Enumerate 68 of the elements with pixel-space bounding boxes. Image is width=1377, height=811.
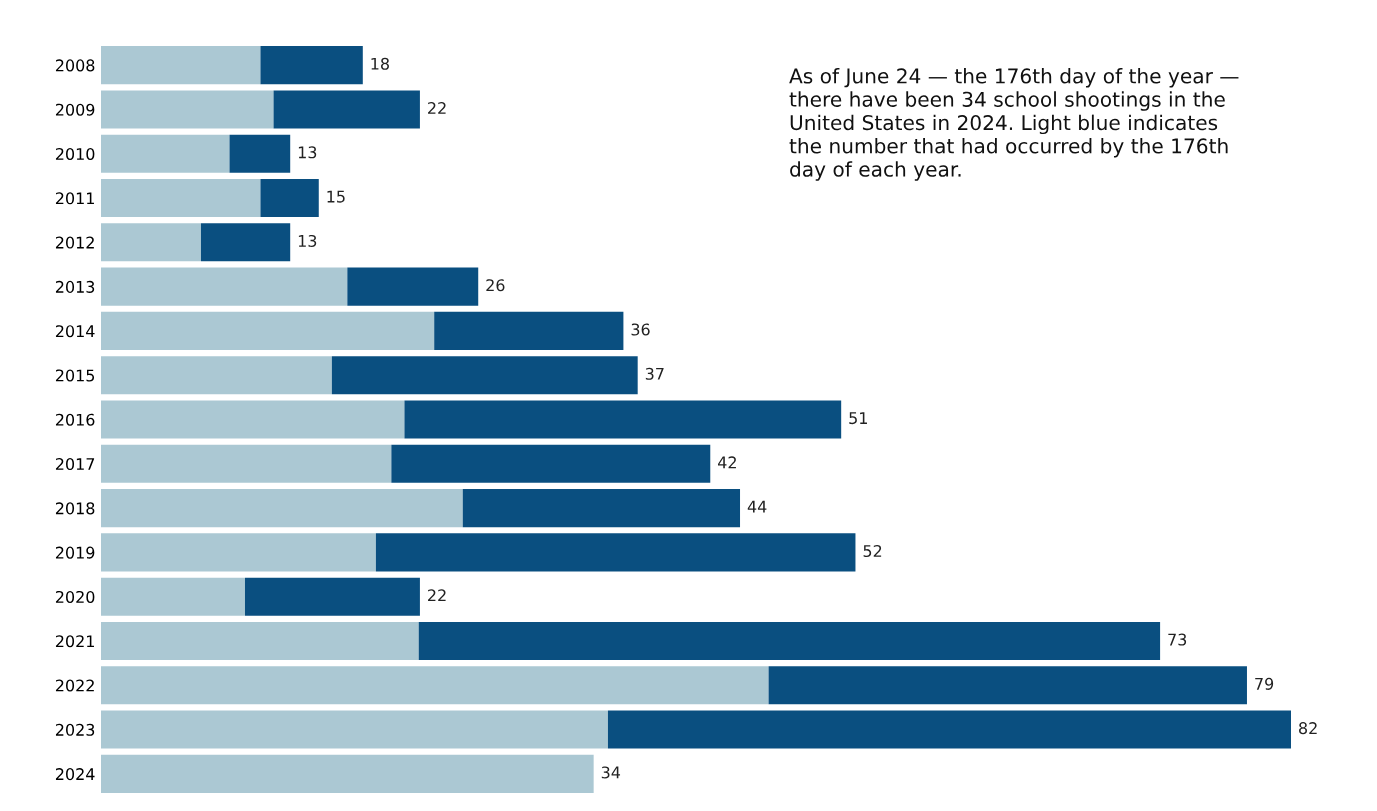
- y-tick-label: 2009: [55, 103, 95, 116]
- bar: [418, 621, 1161, 661]
- y-tick-label: 2021: [55, 635, 94, 648]
- bar: [101, 311, 435, 350]
- bar: [101, 90, 274, 129]
- y-tick-label: 2023: [55, 723, 95, 736]
- bar: [101, 178, 261, 218]
- bar: [229, 134, 291, 173]
- annotation: 22: [428, 101, 446, 114]
- annotation: 22: [428, 589, 446, 602]
- bar: [607, 710, 1291, 749]
- annotation: 52: [863, 544, 882, 558]
- bar: [101, 710, 608, 749]
- bar: [101, 666, 769, 705]
- y-tick-label: 2018: [55, 502, 95, 515]
- bar: [101, 267, 348, 306]
- bar: [101, 400, 405, 439]
- y-tick-label: 2015: [55, 369, 95, 382]
- bar: [101, 46, 261, 85]
- bar: [391, 444, 711, 483]
- y-tick-label: 2020: [55, 590, 95, 603]
- bar: [462, 489, 741, 528]
- bar: [331, 356, 638, 395]
- annotation: 44: [747, 500, 767, 513]
- bar: [347, 267, 479, 306]
- annotation: 37: [645, 367, 664, 380]
- annotation: 51: [849, 412, 867, 425]
- y-tick-label: 2011: [55, 192, 94, 205]
- y-tick-label: 2024: [55, 768, 95, 781]
- annotation: 13: [298, 146, 317, 159]
- bar: [260, 46, 363, 85]
- bar: [404, 400, 842, 439]
- bar: [768, 666, 1247, 705]
- bar: [101, 754, 594, 793]
- annotation: 36: [631, 323, 650, 336]
- bar: [101, 444, 392, 483]
- bar: [200, 223, 291, 262]
- y-tick-label: 2014: [55, 325, 95, 338]
- bar: [101, 356, 332, 395]
- y-tick-label: 2013: [55, 280, 95, 293]
- y-tick-label: 2022: [55, 679, 94, 692]
- bar: [375, 533, 856, 572]
- y-tick-label: 2017: [55, 458, 95, 471]
- annotation: 42: [718, 456, 736, 469]
- bar: [434, 311, 624, 350]
- y-tick-label: 2016: [55, 413, 95, 426]
- bar: [101, 621, 419, 661]
- bar: [101, 134, 230, 173]
- y-tick-label: 2012: [55, 236, 94, 249]
- annotation: 15: [327, 190, 345, 203]
- bar: [244, 577, 420, 616]
- bar: [101, 223, 201, 262]
- y-tick-label: 2019: [55, 546, 95, 559]
- y-tick-label: 2008: [55, 59, 95, 72]
- bar: [101, 577, 245, 616]
- y-tick-label: 2010: [55, 147, 95, 161]
- annotation: 79: [1255, 677, 1274, 690]
- annotation: 73: [1168, 633, 1187, 646]
- annotation: 34: [601, 766, 621, 779]
- bar: [101, 533, 376, 572]
- annotation: 18: [371, 57, 389, 70]
- bar: [101, 489, 463, 528]
- annotation: As of June 24 — the 176th day of the year — there have been 34 school shootings in the United States in 2024. Light blue indicates the number that had occurred by the 176th day of each year.: [789, 68, 1239, 181]
- bar: [273, 90, 420, 129]
- annotation: 13: [298, 234, 317, 247]
- annotation: 82: [1299, 722, 1317, 735]
- bar: [260, 178, 319, 218]
- annotation: 26: [486, 279, 505, 292]
